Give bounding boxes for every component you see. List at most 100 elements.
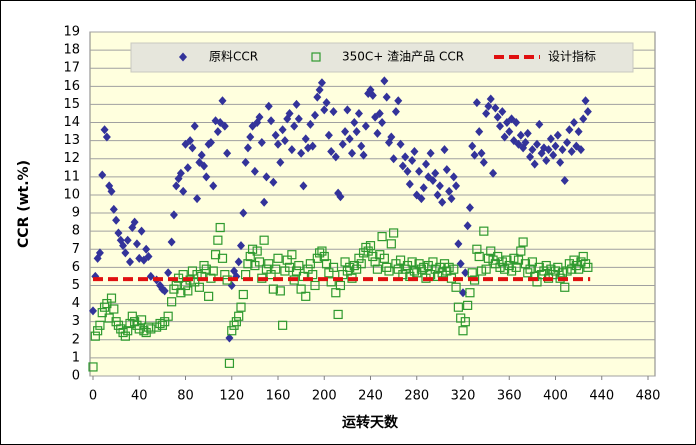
point	[472, 244, 482, 254]
y-tick-label: 10	[63, 187, 80, 202]
point	[206, 137, 215, 147]
point	[306, 119, 315, 129]
point	[127, 311, 137, 321]
point	[125, 318, 135, 329]
point	[468, 141, 477, 151]
point	[287, 250, 297, 260]
point	[243, 259, 253, 269]
x-tick-label: 400	[543, 389, 568, 404]
point	[489, 168, 498, 178]
y-tick-label: 19	[63, 25, 80, 40]
point	[357, 141, 366, 151]
x-tick-label: 40	[131, 389, 148, 404]
point	[312, 253, 322, 263]
point	[465, 288, 475, 298]
point	[459, 288, 467, 298]
x-tick-label: 280	[404, 389, 429, 404]
point	[324, 268, 334, 278]
point	[511, 262, 521, 272]
point	[553, 262, 563, 272]
legend-box	[130, 42, 634, 73]
point	[100, 125, 109, 135]
point	[106, 293, 117, 303]
point	[495, 262, 505, 272]
point	[172, 181, 181, 191]
point	[197, 150, 206, 160]
point	[583, 107, 592, 117]
x-tick-label: 80	[177, 389, 194, 404]
x-axis-title: 运转天数	[342, 414, 399, 431]
point	[520, 259, 531, 269]
point	[331, 288, 341, 298]
y-tick-label: 14	[63, 115, 80, 130]
point	[237, 241, 245, 251]
point	[320, 105, 329, 115]
point	[523, 128, 532, 138]
point	[345, 262, 355, 272]
point	[142, 244, 151, 254]
point	[428, 257, 438, 267]
point	[335, 280, 346, 291]
point	[576, 257, 586, 267]
point	[449, 264, 459, 274]
point	[401, 152, 410, 162]
point	[437, 268, 447, 278]
point	[322, 98, 331, 108]
point	[370, 257, 380, 267]
point	[562, 266, 572, 276]
plot-area	[89, 31, 656, 377]
point	[451, 282, 461, 292]
point	[415, 166, 424, 176]
point	[387, 132, 396, 142]
y-tick-label: 1	[72, 350, 80, 365]
point	[405, 179, 414, 189]
point	[264, 101, 273, 111]
point	[301, 291, 311, 301]
point	[241, 157, 250, 167]
point	[477, 148, 486, 158]
point	[493, 251, 503, 262]
point	[340, 257, 350, 267]
point	[247, 244, 258, 254]
point	[389, 228, 399, 238]
point	[373, 128, 382, 138]
point	[431, 168, 440, 178]
point	[396, 139, 405, 149]
point	[333, 309, 343, 320]
point	[328, 262, 339, 272]
point	[463, 300, 473, 310]
point	[215, 222, 225, 233]
point	[319, 251, 329, 262]
legend: 原料CCR 350C+ 渣油产品 CCR 设计指标	[130, 42, 634, 73]
point	[267, 116, 276, 126]
x-tick-label: 360	[497, 389, 522, 404]
point	[296, 284, 306, 294]
point	[292, 99, 301, 109]
point	[358, 248, 369, 258]
point	[266, 270, 276, 280]
point	[343, 105, 352, 115]
point	[276, 157, 285, 167]
point	[109, 204, 118, 214]
point	[352, 264, 362, 274]
point	[395, 255, 406, 265]
point	[518, 237, 528, 247]
point	[287, 145, 296, 155]
point	[315, 85, 324, 95]
point	[278, 125, 287, 135]
point	[442, 165, 451, 175]
y-tick-label: 13	[63, 133, 80, 148]
point	[435, 181, 444, 191]
point	[146, 324, 156, 334]
point	[574, 127, 583, 137]
x-tick-label: 0	[89, 389, 97, 404]
point	[496, 121, 504, 131]
point	[475, 127, 484, 137]
point	[359, 150, 368, 160]
point	[394, 96, 403, 106]
point	[574, 264, 584, 274]
point	[234, 257, 243, 267]
point	[112, 215, 121, 225]
point	[363, 246, 373, 256]
